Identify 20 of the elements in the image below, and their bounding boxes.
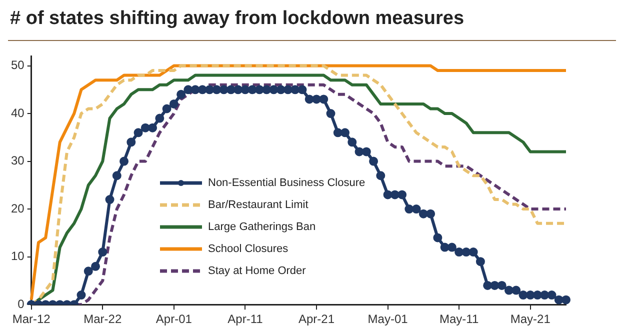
y-tick-label: 50: [10, 58, 25, 72]
legend-label: Stay at Home Order: [208, 265, 306, 277]
y-tick-label: 20: [10, 201, 25, 216]
x-tick-label: May-01: [368, 312, 408, 326]
legend-label: School Closures: [208, 243, 288, 255]
x-tick-label: Apr-01: [156, 312, 192, 326]
x-tick-label: May-11: [440, 312, 479, 326]
y-tick-label: 30: [10, 154, 25, 168]
x-tick-label: May-21: [510, 312, 551, 326]
x-tick-label: Mar-22: [84, 312, 122, 326]
y-tick-label: 10: [10, 249, 25, 264]
legend-label: Bar/Restaurant Limit: [208, 199, 308, 211]
x-tick-label: Apr-11: [228, 312, 264, 326]
x-tick-label: Mar-12: [12, 312, 51, 326]
legend-label: Large Gatherings Ban: [208, 221, 316, 233]
chart-title: # of states shifting away from lockdown measures: [10, 8, 464, 30]
legend-label: Non-Essential Business Closure: [208, 177, 366, 189]
y-tick-label: 0: [18, 296, 25, 311]
y-tick-label: 40: [10, 106, 25, 120]
x-tick-label: Apr-21: [298, 312, 335, 326]
